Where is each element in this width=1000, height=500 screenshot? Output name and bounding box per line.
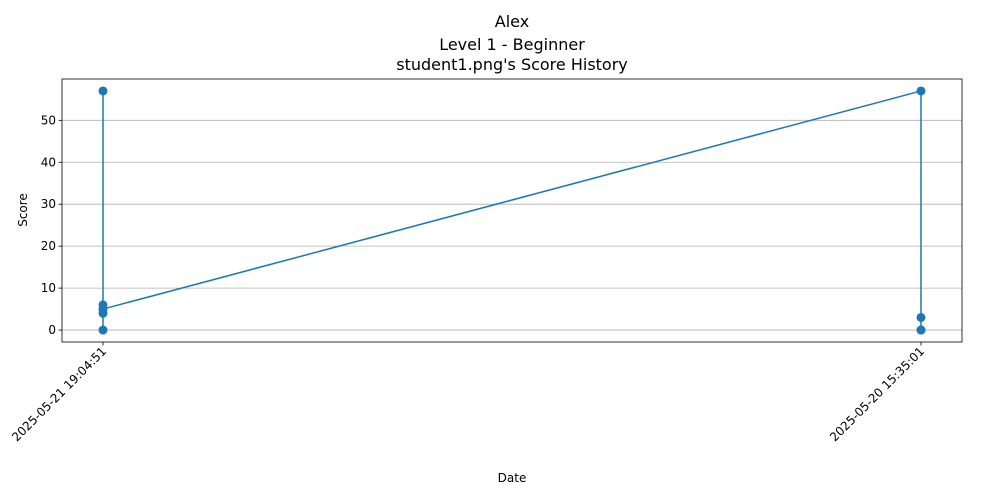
chart-title-line-1: Alex xyxy=(494,12,530,31)
grid-lines xyxy=(62,119,962,331)
data-point xyxy=(98,304,108,314)
data-point xyxy=(98,325,108,335)
chart-title-line-2: Level 1 - Beginner xyxy=(439,35,585,54)
data-series xyxy=(98,86,926,335)
data-point xyxy=(916,325,926,335)
x-axis-label: Date xyxy=(498,471,527,485)
x-tick-label: 2025-05-21 19:04:51 xyxy=(9,344,109,444)
y-tick-label: 0 xyxy=(48,323,56,337)
axes xyxy=(58,78,963,346)
x-tick-label: 2025-05-20 15:35:01 xyxy=(827,344,927,444)
y-tick-label: 10 xyxy=(41,281,56,295)
y-tick-label: 50 xyxy=(41,113,56,127)
y-tick-label: 30 xyxy=(41,197,56,211)
y-tick-label: 40 xyxy=(41,155,56,169)
data-point xyxy=(916,312,926,322)
data-point xyxy=(916,86,926,96)
y-axis-label: Score xyxy=(16,193,30,227)
y-tick-label: 20 xyxy=(41,239,56,253)
series-line xyxy=(102,90,922,331)
chart-title-line-3: student1.png's Score History xyxy=(396,55,628,74)
plot-frame xyxy=(61,78,963,343)
data-point xyxy=(98,86,108,96)
tick-labels: 0 10 20 30 40 50 2025-05-21 19:04:51 2025-05-20… xyxy=(9,113,927,444)
